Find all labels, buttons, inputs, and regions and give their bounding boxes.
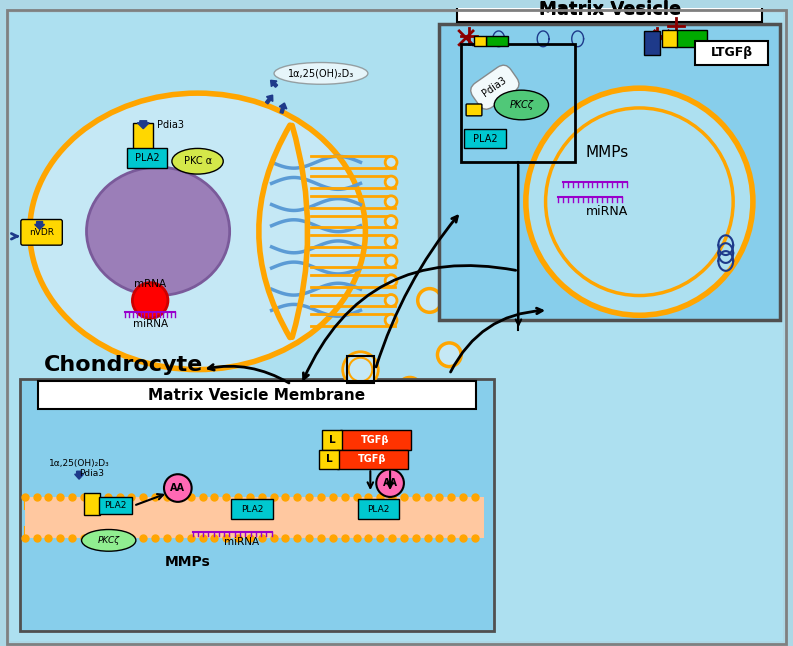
Circle shape (438, 343, 462, 367)
Text: Pdia3: Pdia3 (79, 469, 105, 478)
Text: PLA2: PLA2 (367, 505, 389, 514)
Circle shape (385, 156, 397, 168)
Text: 1α,25(OH)₂D₃: 1α,25(OH)₂D₃ (48, 459, 109, 468)
Circle shape (385, 255, 397, 267)
Circle shape (343, 352, 378, 388)
FancyBboxPatch shape (231, 499, 273, 519)
Circle shape (385, 176, 397, 188)
Text: PLA2: PLA2 (105, 501, 127, 510)
Text: PKCζ: PKCζ (509, 100, 534, 110)
Text: LTGFβ: LTGFβ (711, 46, 753, 59)
Text: PLA2: PLA2 (241, 505, 263, 514)
FancyArrow shape (270, 80, 278, 87)
Text: TGFβ: TGFβ (361, 435, 389, 444)
Ellipse shape (82, 530, 136, 551)
FancyBboxPatch shape (486, 36, 508, 46)
FancyBboxPatch shape (337, 450, 408, 469)
Circle shape (385, 216, 397, 227)
FancyBboxPatch shape (99, 497, 132, 514)
FancyBboxPatch shape (322, 430, 342, 450)
FancyBboxPatch shape (133, 123, 153, 152)
Text: nVDR: nVDR (29, 228, 54, 237)
FancyArrow shape (279, 103, 287, 113)
Circle shape (385, 275, 397, 287)
Text: MMPs: MMPs (165, 555, 211, 569)
FancyBboxPatch shape (25, 497, 484, 538)
FancyBboxPatch shape (439, 24, 780, 320)
Circle shape (398, 377, 422, 401)
Ellipse shape (494, 90, 549, 120)
Text: PKCζ: PKCζ (98, 536, 120, 545)
FancyBboxPatch shape (695, 41, 768, 65)
FancyBboxPatch shape (466, 104, 482, 116)
Ellipse shape (274, 63, 368, 84)
Circle shape (378, 407, 402, 431)
Text: miRNA: miRNA (586, 205, 628, 218)
Circle shape (385, 196, 397, 207)
FancyBboxPatch shape (474, 36, 486, 46)
Text: PLA2: PLA2 (135, 153, 159, 163)
Text: Pdia3: Pdia3 (481, 76, 509, 99)
FancyBboxPatch shape (10, 13, 783, 641)
Text: PKC α: PKC α (183, 156, 212, 166)
Text: Matrix Vesicle Membrane: Matrix Vesicle Membrane (148, 388, 366, 402)
FancyArrowPatch shape (292, 125, 308, 337)
FancyBboxPatch shape (358, 499, 399, 519)
FancyArrow shape (137, 121, 149, 129)
Text: miRNA: miRNA (224, 537, 259, 547)
Circle shape (164, 474, 192, 502)
FancyBboxPatch shape (661, 30, 677, 47)
FancyBboxPatch shape (676, 30, 707, 47)
Text: L: L (326, 454, 332, 464)
Text: AA: AA (170, 483, 186, 493)
Circle shape (349, 358, 372, 381)
Circle shape (385, 315, 397, 326)
FancyBboxPatch shape (644, 31, 660, 55)
FancyArrowPatch shape (259, 125, 290, 338)
FancyArrow shape (266, 95, 273, 104)
Text: TGFβ: TGFβ (358, 454, 386, 464)
Text: miRNA: miRNA (132, 319, 168, 329)
Text: L: L (328, 435, 335, 444)
Circle shape (418, 289, 442, 312)
Circle shape (526, 89, 753, 315)
FancyBboxPatch shape (21, 220, 63, 245)
Circle shape (385, 295, 397, 306)
Text: Chondrocyte: Chondrocyte (44, 355, 203, 375)
FancyBboxPatch shape (128, 149, 167, 168)
Text: Matrix Vesicle: Matrix Vesicle (538, 1, 681, 19)
Text: 1α,25(OH)₂D₃: 1α,25(OH)₂D₃ (288, 68, 354, 78)
FancyBboxPatch shape (37, 381, 476, 409)
FancyArrow shape (35, 222, 44, 229)
Text: Matrix Vesicle: Matrix Vesicle (538, 0, 681, 18)
Text: mRNA: mRNA (134, 278, 167, 289)
Circle shape (385, 235, 397, 247)
Ellipse shape (86, 167, 230, 295)
Circle shape (132, 283, 168, 318)
Circle shape (442, 397, 466, 421)
FancyBboxPatch shape (339, 430, 411, 450)
Ellipse shape (29, 93, 366, 370)
FancyBboxPatch shape (464, 129, 506, 149)
Ellipse shape (172, 149, 224, 174)
FancyBboxPatch shape (84, 493, 100, 515)
Text: MMPs: MMPs (586, 145, 629, 160)
Circle shape (546, 108, 734, 295)
Circle shape (376, 469, 404, 497)
FancyBboxPatch shape (20, 379, 494, 631)
FancyArrow shape (75, 471, 83, 479)
FancyBboxPatch shape (458, 0, 762, 22)
Text: Pdia3: Pdia3 (158, 120, 185, 130)
Text: AA: AA (382, 478, 397, 488)
Text: PLA2: PLA2 (473, 134, 497, 143)
FancyBboxPatch shape (319, 450, 339, 469)
